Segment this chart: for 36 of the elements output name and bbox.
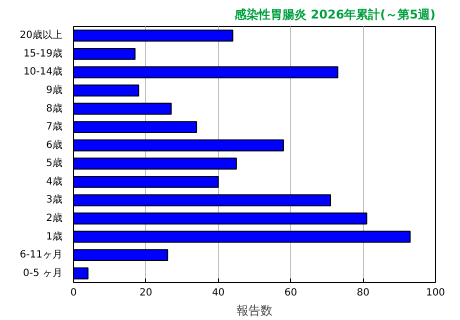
x-tick-label: 60 bbox=[284, 288, 298, 298]
y-tick-label: 9歳 bbox=[46, 84, 63, 96]
bar bbox=[74, 66, 338, 78]
y-tick-label: 1歳 bbox=[46, 230, 63, 242]
y-tick-label: 2歳 bbox=[46, 212, 63, 224]
chart-title: 感染性胃腸炎 2026年累計(～第5週) bbox=[234, 8, 436, 22]
y-tick-label: 7歳 bbox=[46, 120, 63, 133]
y-tick-label: 6歳 bbox=[46, 138, 63, 151]
y-tick-label: 4歳 bbox=[46, 175, 63, 188]
bar bbox=[74, 48, 136, 60]
bar bbox=[74, 139, 284, 152]
y-tick-label: 10-14歳 bbox=[23, 66, 63, 78]
x-tick-label: 0 bbox=[70, 288, 77, 298]
y-tick-label: 6-11ヶ月 bbox=[20, 250, 63, 261]
y-tick-label: 3歳 bbox=[46, 194, 63, 206]
x-tick-label: 80 bbox=[356, 288, 370, 298]
bar bbox=[74, 212, 368, 224]
x-axis-title: 報告数 bbox=[236, 304, 272, 318]
bar bbox=[74, 102, 172, 115]
y-tick-label: 5歳 bbox=[46, 157, 63, 170]
y-tick-label: 8歳 bbox=[46, 102, 63, 114]
x-tick-label: 100 bbox=[426, 288, 446, 298]
bar bbox=[74, 121, 198, 134]
y-tick-label: 0-5 ヶ月 bbox=[22, 268, 63, 279]
bar bbox=[74, 230, 411, 243]
y-tick-label: 20歳以上 bbox=[20, 29, 63, 42]
bar bbox=[74, 249, 168, 262]
bar bbox=[74, 267, 88, 280]
bar bbox=[74, 194, 332, 206]
x-tick-label: 40 bbox=[212, 288, 225, 298]
y-tick-label: 15-19歳 bbox=[23, 47, 63, 60]
bar bbox=[74, 158, 237, 170]
x-tick-label: 20 bbox=[140, 288, 152, 298]
bar bbox=[74, 84, 140, 96]
bar bbox=[74, 30, 234, 42]
bar bbox=[74, 176, 219, 188]
